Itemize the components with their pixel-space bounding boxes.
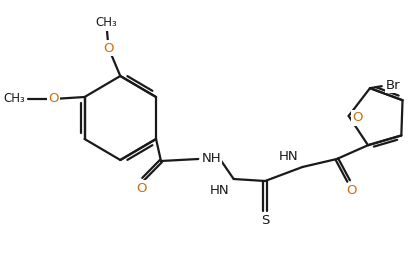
Text: NH: NH (201, 151, 221, 165)
Text: S: S (261, 214, 269, 228)
Text: O: O (136, 182, 147, 195)
Text: O: O (48, 92, 58, 105)
Text: O: O (347, 184, 357, 198)
Text: O: O (103, 41, 114, 55)
Text: HN: HN (279, 150, 298, 163)
Text: HN: HN (210, 184, 230, 198)
Text: CH₃: CH₃ (4, 91, 26, 104)
Text: O: O (352, 112, 363, 124)
Text: Br: Br (386, 79, 401, 92)
Text: CH₃: CH₃ (96, 17, 117, 29)
